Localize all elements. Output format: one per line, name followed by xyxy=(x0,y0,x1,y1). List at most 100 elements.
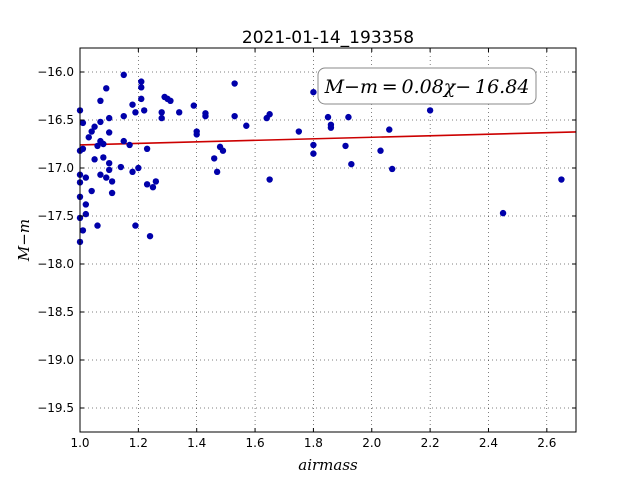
data-point xyxy=(377,147,384,154)
data-point xyxy=(94,142,101,150)
data-point xyxy=(82,210,90,218)
data-point xyxy=(79,227,87,234)
data-point xyxy=(219,147,227,154)
data-point xyxy=(310,141,317,149)
data-point xyxy=(211,155,218,162)
data-point xyxy=(345,113,352,121)
y-axis: −16.0 −16.5 −17.0 −17.5 −18.0 −18.5 −19.0 −19.5 xyxy=(37,65,576,415)
data-point xyxy=(324,113,332,121)
x-tick-label: 1.2 xyxy=(129,436,148,450)
y-tick-label: −16.5 xyxy=(37,113,74,127)
data-point xyxy=(120,137,127,145)
data-point xyxy=(105,129,113,136)
data-point xyxy=(120,112,127,120)
data-point xyxy=(140,107,148,114)
data-point xyxy=(105,160,113,167)
data-point xyxy=(79,119,87,127)
plot-frame xyxy=(79,47,577,433)
y-tick-label: −16.0 xyxy=(37,65,74,79)
data-point xyxy=(103,85,110,92)
data-point xyxy=(100,140,107,148)
annotation-box: M−m = 0.08χ− 16.84 xyxy=(317,67,537,105)
data-point xyxy=(231,80,238,87)
data-point xyxy=(94,222,101,229)
data-point xyxy=(213,168,221,176)
data-point xyxy=(167,97,174,105)
data-point xyxy=(129,101,136,108)
annotation-frame xyxy=(317,67,537,105)
data-point xyxy=(129,168,136,176)
data-point xyxy=(120,71,127,79)
data-point xyxy=(82,174,90,181)
x-tick-label: 1.4 xyxy=(187,436,206,450)
data-point xyxy=(97,97,104,105)
data-point xyxy=(132,222,139,229)
data-point xyxy=(103,174,110,181)
data-point xyxy=(243,122,250,129)
fit-equation: M−m = 0.08χ− 16.84 xyxy=(324,76,530,98)
y-tick-label: −18.0 xyxy=(37,257,74,271)
fit-line-group xyxy=(79,131,577,146)
data-point xyxy=(176,109,183,116)
x-axis-label: airmass xyxy=(298,456,358,474)
data-point xyxy=(426,107,434,114)
data-point xyxy=(100,154,107,161)
data-point xyxy=(82,201,90,208)
x-tick-label: 2.2 xyxy=(421,436,440,450)
data-point xyxy=(85,134,92,141)
data-points xyxy=(76,71,565,246)
data-point xyxy=(152,178,160,185)
fit-line xyxy=(79,131,577,146)
data-point xyxy=(190,102,197,109)
x-tick-label: 2.6 xyxy=(537,436,556,450)
data-point xyxy=(117,163,125,171)
data-point xyxy=(108,178,116,185)
data-point xyxy=(108,189,116,197)
data-point xyxy=(79,145,87,152)
data-point xyxy=(138,78,145,85)
y-tick-label: −19.0 xyxy=(37,353,74,367)
y-tick-label: −17.5 xyxy=(37,209,74,223)
y-tick-label: −17.0 xyxy=(37,161,74,175)
data-point xyxy=(143,181,151,188)
x-tick-label: 2.0 xyxy=(362,436,381,450)
data-point xyxy=(97,171,104,178)
x-tick-label: 1.6 xyxy=(246,436,265,450)
data-point xyxy=(149,184,157,191)
data-point xyxy=(88,187,95,195)
x-axis: 1.0 1.2 1.4 1.6 1.8 2.0 2.2 2.4 2.6 xyxy=(70,48,556,450)
y-tick-label: −19.5 xyxy=(37,401,74,415)
data-point xyxy=(97,118,104,126)
data-point xyxy=(91,156,98,163)
data-point xyxy=(138,84,145,91)
data-point xyxy=(348,160,355,168)
data-point xyxy=(132,109,139,116)
data-point xyxy=(266,176,273,183)
data-point xyxy=(499,209,507,217)
data-point xyxy=(386,126,393,133)
data-point xyxy=(88,128,95,135)
data-point xyxy=(310,150,317,157)
data-point xyxy=(231,112,238,120)
data-point xyxy=(158,114,165,122)
y-axis-label: M−m xyxy=(15,219,33,262)
data-point xyxy=(143,145,151,152)
data-point xyxy=(105,166,113,174)
chart-title: 2021-01-14_193358 xyxy=(242,28,414,48)
data-point xyxy=(146,232,154,240)
data-point xyxy=(388,165,396,173)
y-tick-label: −18.5 xyxy=(37,305,74,319)
data-point xyxy=(135,164,142,172)
data-point xyxy=(310,88,317,96)
data-point xyxy=(327,124,335,131)
x-tick-label: 1.8 xyxy=(304,436,323,450)
data-point xyxy=(105,114,113,122)
data-point xyxy=(295,128,303,135)
x-tick-label: 2.4 xyxy=(479,436,498,450)
data-point xyxy=(126,141,133,149)
x-tick-label: 1.0 xyxy=(70,436,89,450)
data-point xyxy=(266,111,273,118)
data-point xyxy=(202,112,209,120)
data-point xyxy=(558,176,565,183)
